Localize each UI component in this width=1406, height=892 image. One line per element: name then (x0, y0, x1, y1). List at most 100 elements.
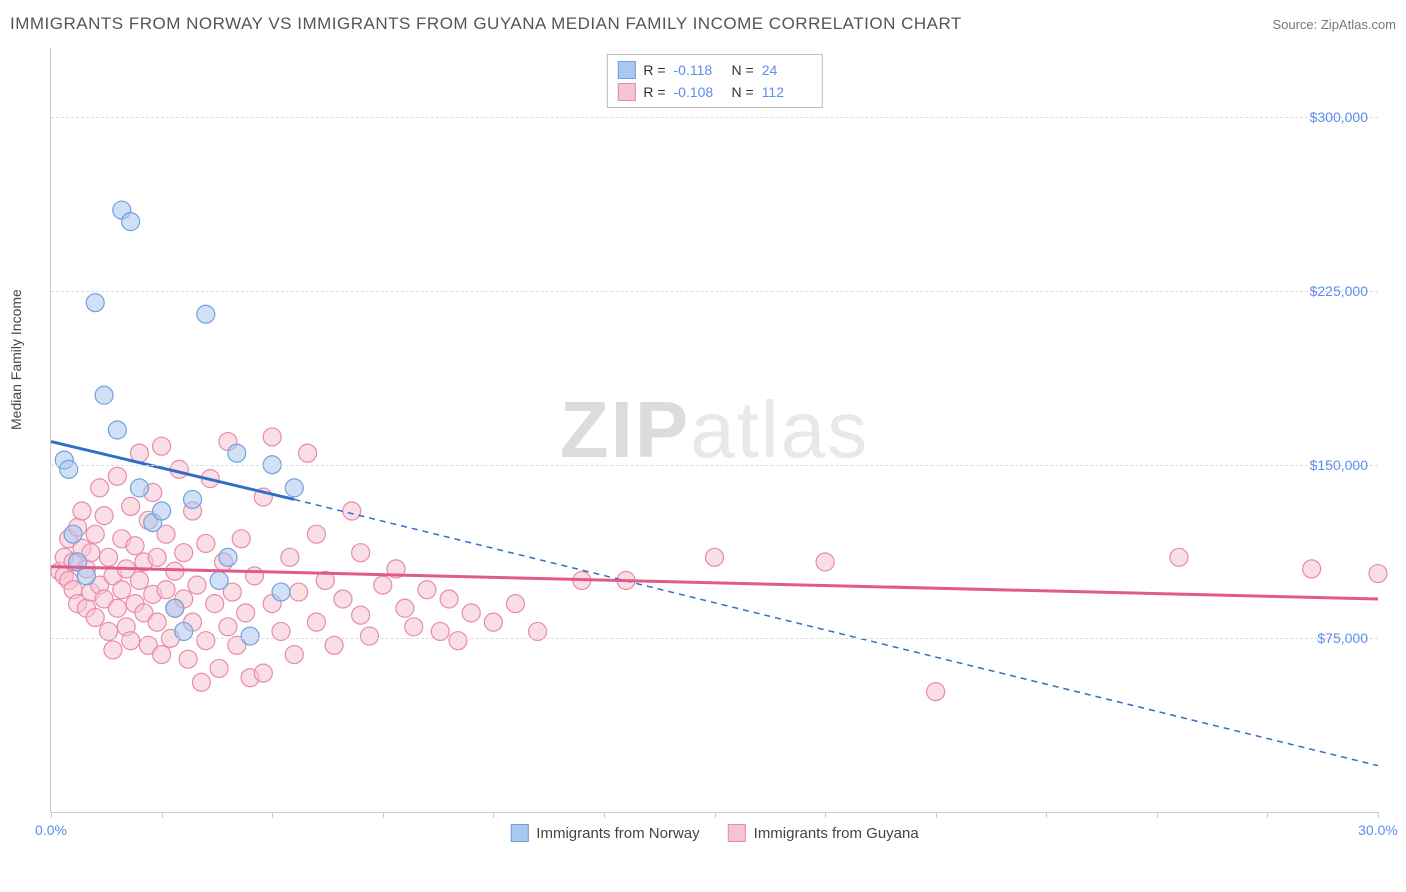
scatter-point (418, 581, 436, 599)
scatter-point (95, 386, 113, 404)
scatter-point (175, 544, 193, 562)
scatter-point (108, 467, 126, 485)
scatter-point (157, 581, 175, 599)
chart-title: IMMIGRANTS FROM NORWAY VS IMMIGRANTS FRO… (10, 14, 962, 34)
scatter-point (153, 502, 171, 520)
x-tick (493, 812, 494, 818)
scatter-point (64, 525, 82, 543)
scatter-point (360, 627, 378, 645)
legend-swatch-norway (617, 61, 635, 79)
y-tick-label: $150,000 (1310, 457, 1368, 473)
scatter-point (396, 599, 414, 617)
scatter-point (290, 583, 308, 601)
scatter-point (281, 548, 299, 566)
scatter-point (219, 548, 237, 566)
scatter-point (352, 606, 370, 624)
x-tick (604, 812, 605, 818)
scatter-point (86, 525, 104, 543)
r-label: R = (643, 84, 665, 100)
scatter-point (440, 590, 458, 608)
scatter-point (462, 604, 480, 622)
scatter-point (95, 507, 113, 525)
scatter-point (130, 444, 148, 462)
scatter-point (197, 632, 215, 650)
x-tick (1378, 812, 1379, 818)
scatter-point (166, 599, 184, 617)
legend-swatch-guyana (617, 83, 635, 101)
plot-area: ZIPatlas R = -0.118 N = 24 R = -0.108 N … (50, 48, 1378, 813)
scatter-point (153, 437, 171, 455)
scatter-point (1369, 565, 1387, 583)
r-value-norway: -0.118 (674, 62, 724, 78)
x-tick (1267, 812, 1268, 818)
scatter-point (484, 613, 502, 631)
scatter-point (122, 213, 140, 231)
correlation-legend: R = -0.118 N = 24 R = -0.108 N = 112 (606, 54, 822, 108)
scatter-point (73, 502, 91, 520)
scatter-point (206, 595, 224, 613)
scatter-point (77, 567, 95, 585)
legend-label-norway: Immigrants from Norway (536, 825, 699, 842)
gridline-h (51, 465, 1378, 466)
scatter-point (210, 571, 228, 589)
legend-item-guyana: Immigrants from Guyana (728, 824, 919, 842)
r-label: R = (643, 62, 665, 78)
scatter-point (245, 567, 263, 585)
scatter-point (108, 599, 126, 617)
gridline-h (51, 117, 1378, 118)
legend-swatch-guyana (728, 824, 746, 842)
scatter-point (153, 646, 171, 664)
scatter-point (1170, 548, 1188, 566)
scatter-point (86, 294, 104, 312)
scatter-point (285, 646, 303, 664)
scatter-point (179, 650, 197, 668)
scatter-point (60, 460, 78, 478)
x-tick (272, 812, 273, 818)
scatter-point (130, 571, 148, 589)
scatter-point (241, 627, 259, 645)
scatter-point (219, 618, 237, 636)
gridline-h (51, 291, 1378, 292)
n-value-norway: 24 (762, 62, 812, 78)
scatter-point (86, 609, 104, 627)
scatter-point (122, 632, 140, 650)
n-label: N = (732, 84, 754, 100)
x-tick (936, 812, 937, 818)
scatter-point (188, 576, 206, 594)
x-tick-label-right: 30.0% (1358, 822, 1398, 838)
n-label: N = (732, 62, 754, 78)
y-tick-label: $225,000 (1310, 283, 1368, 299)
chart-svg (51, 48, 1378, 812)
correlation-legend-row: R = -0.118 N = 24 (617, 59, 811, 81)
legend-swatch-norway (510, 824, 528, 842)
x-tick (1046, 812, 1047, 818)
scatter-point (307, 525, 325, 543)
scatter-point (192, 673, 210, 691)
scatter-point (122, 497, 140, 515)
scatter-point (352, 544, 370, 562)
scatter-point (506, 595, 524, 613)
scatter-point (210, 659, 228, 677)
scatter-point (91, 479, 109, 497)
scatter-point (100, 548, 118, 566)
scatter-point (148, 613, 166, 631)
gridline-h (51, 638, 1378, 639)
y-tick-label: $75,000 (1317, 630, 1368, 646)
x-tick (825, 812, 826, 818)
scatter-point (706, 548, 724, 566)
title-bar: IMMIGRANTS FROM NORWAY VS IMMIGRANTS FRO… (10, 10, 1396, 38)
scatter-point (272, 583, 290, 601)
source-attribution: Source: ZipAtlas.com (1272, 17, 1396, 32)
scatter-point (237, 604, 255, 622)
scatter-point (334, 590, 352, 608)
x-tick (162, 812, 163, 818)
scatter-point (405, 618, 423, 636)
x-tick (1157, 812, 1158, 818)
legend-item-norway: Immigrants from Norway (510, 824, 699, 842)
scatter-point (254, 664, 272, 682)
scatter-point (108, 421, 126, 439)
scatter-point (126, 537, 144, 555)
correlation-legend-row: R = -0.108 N = 112 (617, 81, 811, 103)
scatter-point (197, 534, 215, 552)
scatter-point (113, 581, 131, 599)
